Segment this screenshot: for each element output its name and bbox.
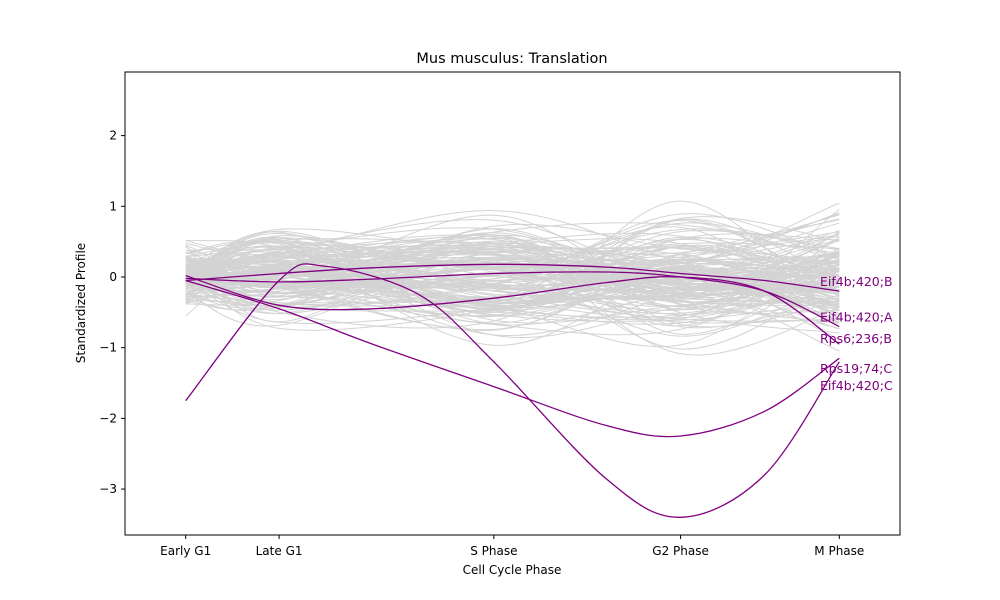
series-label: Rps19;74;C xyxy=(820,361,892,376)
highlight-series-line xyxy=(185,263,840,518)
background-series-line xyxy=(185,213,840,299)
y-tick-label: 1 xyxy=(109,199,117,213)
y-tick-label: −3 xyxy=(99,482,117,496)
x-axis: Early G1 Late G1 S Phase G2 Phase M Phase xyxy=(160,535,864,558)
background-series-line xyxy=(185,260,840,317)
background-series-line xyxy=(185,237,840,284)
highlight-series-group xyxy=(185,263,840,518)
highlight-series-line xyxy=(185,271,840,328)
background-series-line xyxy=(185,238,840,311)
background-series-line xyxy=(185,230,840,293)
background-series-line xyxy=(185,236,840,327)
background-series-line xyxy=(185,202,840,302)
y-tick-label: −1 xyxy=(99,341,117,355)
chart-title: Mus musculus: Translation xyxy=(416,51,607,67)
background-series-line xyxy=(185,262,840,314)
x-tick-label: G2 Phase xyxy=(652,544,709,558)
highlight-labels-group: Eif4b;420;B Eif4b;420;A Rps6;236;B Rps19;74… xyxy=(820,274,893,393)
series-label: Rps6;236;B xyxy=(820,331,892,346)
background-series-line xyxy=(185,271,840,299)
x-tick-label: Late G1 xyxy=(256,544,303,558)
background-series-line xyxy=(185,234,840,311)
background-series-line xyxy=(185,260,840,331)
background-series-line xyxy=(185,255,840,291)
background-series-line xyxy=(185,267,840,290)
series-label: Eif4b;420;A xyxy=(820,309,893,324)
y-tick-label: 0 xyxy=(109,270,117,284)
y-axis: −3 −2 −1 0 1 2 xyxy=(99,129,125,496)
y-tick-label: −2 xyxy=(99,411,117,425)
y-tick-label: 2 xyxy=(109,129,117,143)
background-series-line xyxy=(185,265,840,309)
background-series-line xyxy=(185,251,840,324)
background-series-line xyxy=(185,216,840,299)
x-axis-title: Cell Cycle Phase xyxy=(463,563,562,577)
background-series-line xyxy=(185,227,840,290)
background-series-line xyxy=(185,236,840,309)
background-series-line xyxy=(185,267,840,304)
y-axis-title: Standardized Profile xyxy=(74,243,88,363)
series-label: Eif4b;420;B xyxy=(820,274,893,289)
background-series-line xyxy=(185,269,840,324)
background-series-line xyxy=(185,232,840,296)
plot-frame xyxy=(124,71,901,536)
background-series-line xyxy=(185,233,840,303)
highlight-series-line xyxy=(185,263,840,292)
background-series-line xyxy=(185,219,840,331)
background-series-line xyxy=(185,236,840,334)
background-series-line xyxy=(185,218,840,329)
background-series-line xyxy=(185,247,840,301)
background-series-line xyxy=(185,222,840,288)
x-tick-label: M Phase xyxy=(814,544,864,558)
highlight-series-line xyxy=(185,279,840,438)
x-tick-label: S Phase xyxy=(470,544,517,558)
background-series-line xyxy=(185,247,840,280)
highlight-series-line xyxy=(185,274,840,345)
series-label: Eif4b;420;C xyxy=(820,378,893,393)
x-tick-label: Early G1 xyxy=(160,544,211,558)
